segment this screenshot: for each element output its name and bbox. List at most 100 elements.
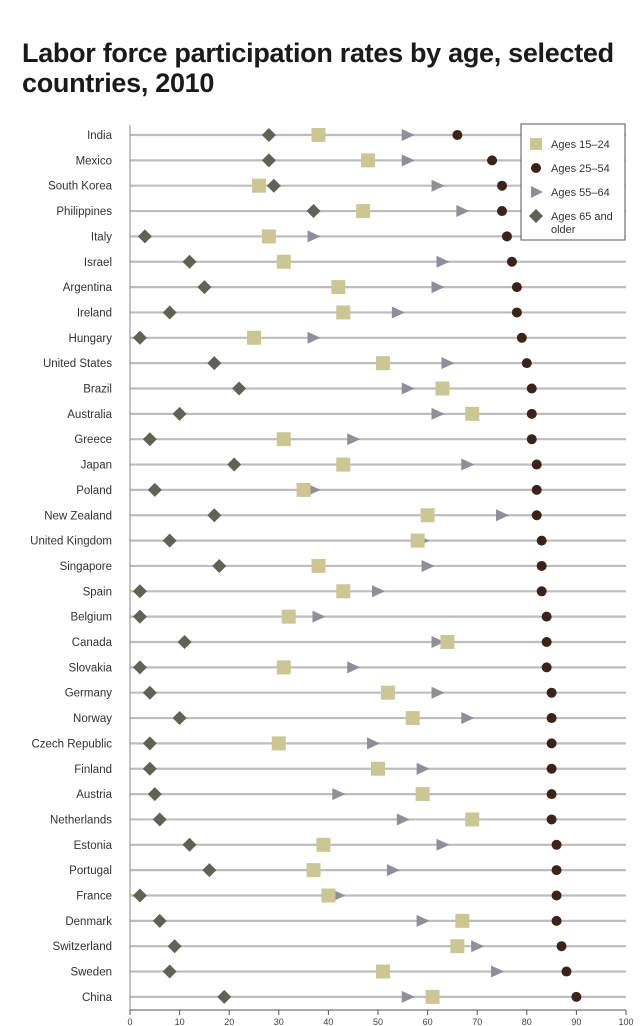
diamond-marker bbox=[182, 837, 197, 852]
legend-label: Ages 25–54 bbox=[551, 163, 610, 175]
square-marker bbox=[380, 685, 395, 700]
triangle-marker bbox=[496, 509, 509, 522]
circle-marker bbox=[531, 510, 542, 521]
category-label: Hungary bbox=[69, 333, 113, 345]
diamond-marker bbox=[227, 457, 242, 472]
circle-marker bbox=[551, 839, 562, 850]
square-marker bbox=[247, 330, 261, 345]
square-marker bbox=[276, 660, 291, 675]
diamond-marker bbox=[261, 128, 276, 142]
triangle-marker bbox=[386, 864, 400, 877]
square-marker bbox=[261, 229, 276, 244]
x-tick-label: 10 bbox=[175, 1017, 185, 1026]
square-marker bbox=[311, 128, 326, 142]
circle-marker bbox=[556, 941, 567, 952]
triangle-marker bbox=[431, 407, 445, 420]
category-label: Singapore bbox=[60, 561, 112, 573]
legend-label: Ages 55–64 bbox=[551, 187, 610, 199]
x-tick-label: 80 bbox=[522, 1017, 532, 1026]
diamond-marker bbox=[162, 533, 177, 548]
square-marker bbox=[321, 888, 336, 903]
diamond-marker bbox=[132, 330, 147, 345]
category-label: Japan bbox=[81, 460, 112, 472]
diamond-marker bbox=[202, 863, 217, 878]
diamond-marker bbox=[261, 153, 276, 168]
square-marker bbox=[371, 761, 385, 776]
square-marker bbox=[420, 508, 435, 523]
circle-marker bbox=[521, 358, 532, 369]
square-marker bbox=[405, 711, 420, 726]
circle-marker bbox=[536, 560, 547, 571]
circle-marker bbox=[497, 180, 507, 191]
square-marker bbox=[281, 609, 296, 624]
square-marker bbox=[306, 863, 321, 878]
square-marker bbox=[415, 787, 430, 802]
category-label: France bbox=[76, 891, 112, 903]
triangle-marker bbox=[401, 154, 415, 167]
circle-marker bbox=[526, 434, 537, 445]
square-marker bbox=[316, 837, 331, 852]
square-marker bbox=[410, 533, 425, 548]
diamond-marker bbox=[266, 178, 281, 193]
circle-marker bbox=[516, 332, 527, 343]
square-marker bbox=[271, 736, 286, 751]
category-label: India bbox=[87, 130, 113, 142]
circle-marker bbox=[541, 611, 552, 622]
diamond-marker bbox=[132, 888, 147, 903]
square-marker bbox=[276, 432, 291, 447]
square-marker bbox=[465, 812, 480, 827]
square-marker bbox=[336, 584, 351, 599]
circle-marker bbox=[452, 130, 463, 140]
triangle-marker bbox=[401, 382, 415, 395]
circle-marker bbox=[551, 890, 562, 901]
legend-label: Ages 65 and older bbox=[551, 211, 613, 236]
category-label: Germany bbox=[65, 688, 113, 700]
triangle-marker bbox=[431, 686, 445, 699]
circle-marker bbox=[546, 738, 557, 749]
x-tick-label: 60 bbox=[423, 1017, 433, 1026]
category-label: Philippines bbox=[56, 206, 112, 218]
category-label: Argentina bbox=[63, 282, 113, 294]
square-marker bbox=[450, 939, 465, 954]
category-label: Israel bbox=[84, 257, 112, 269]
legend-square-marker bbox=[530, 138, 542, 150]
square-marker bbox=[311, 558, 326, 573]
square-marker bbox=[375, 964, 390, 979]
diamond-marker bbox=[172, 406, 187, 421]
x-tick-label: 70 bbox=[472, 1017, 482, 1026]
category-label: Slovakia bbox=[69, 662, 113, 674]
diamond-marker bbox=[132, 609, 147, 624]
circle-marker bbox=[536, 535, 547, 546]
diamond-marker bbox=[147, 482, 162, 497]
data-marks bbox=[132, 128, 582, 1004]
category-label: Finland bbox=[74, 764, 112, 776]
diamond-marker bbox=[207, 356, 222, 371]
x-tick-label: 0 bbox=[127, 1017, 132, 1026]
diamond-marker bbox=[162, 305, 177, 320]
triangle-marker bbox=[461, 458, 475, 471]
square-marker bbox=[331, 280, 346, 295]
x-tick-label: 50 bbox=[373, 1017, 383, 1026]
chart-title: Labor force participation rates by age, … bbox=[22, 38, 614, 98]
circle-marker bbox=[546, 814, 557, 825]
category-label: China bbox=[82, 992, 113, 1004]
circle-marker bbox=[551, 915, 562, 926]
legend-label: Ages 15–24 bbox=[551, 139, 610, 151]
circle-marker bbox=[546, 763, 557, 774]
circle-marker bbox=[546, 687, 557, 698]
x-tick-label: 100 bbox=[618, 1017, 633, 1026]
triangle-marker bbox=[431, 281, 445, 294]
triangle-marker bbox=[441, 357, 455, 370]
category-label: Spain bbox=[83, 586, 112, 598]
circle-marker bbox=[526, 383, 537, 394]
triangle-marker bbox=[332, 889, 346, 902]
circle-marker bbox=[536, 586, 547, 597]
triangle-marker bbox=[307, 331, 321, 344]
diamond-marker bbox=[142, 761, 157, 776]
circle-marker bbox=[526, 408, 537, 419]
x-tick-label: 90 bbox=[571, 1017, 581, 1026]
category-label: United Kingdom bbox=[30, 536, 112, 548]
diamond-marker bbox=[217, 989, 232, 1004]
category-label: Sweden bbox=[70, 967, 112, 979]
